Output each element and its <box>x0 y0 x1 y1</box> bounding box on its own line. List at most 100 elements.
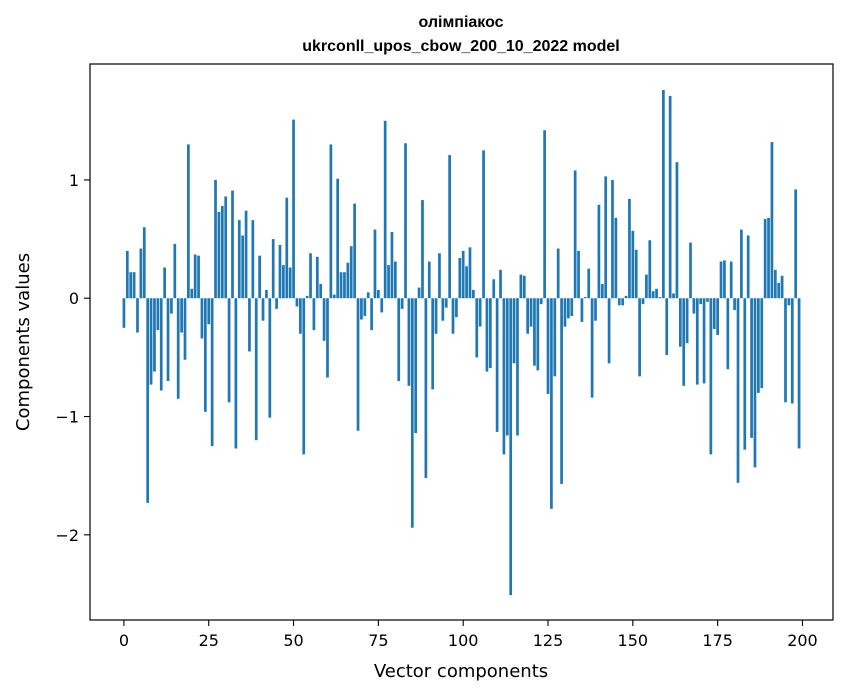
bar <box>539 298 543 305</box>
bar <box>522 275 526 299</box>
x-tick-label: 50 <box>283 631 303 650</box>
bar <box>709 298 713 455</box>
x-tick-label: 175 <box>702 631 733 650</box>
bar <box>465 266 468 299</box>
bar <box>336 178 340 299</box>
bar <box>773 269 777 299</box>
bar <box>139 248 143 299</box>
bar <box>726 298 730 370</box>
bar <box>706 298 709 302</box>
bar <box>675 162 679 299</box>
bar <box>302 298 306 455</box>
bar <box>590 298 594 398</box>
bar <box>200 298 204 339</box>
bar <box>163 267 166 299</box>
bar <box>298 298 302 334</box>
bar <box>197 255 200 299</box>
bar <box>248 298 251 352</box>
bar <box>770 142 774 299</box>
bar <box>353 203 356 299</box>
bar <box>628 198 631 299</box>
y-tick-label: 1 <box>69 171 79 190</box>
bar <box>220 205 224 299</box>
bar <box>309 253 312 299</box>
bar <box>784 298 787 403</box>
bar <box>156 298 160 331</box>
bar <box>488 298 492 369</box>
bar <box>529 298 533 327</box>
bar <box>207 298 211 325</box>
bar <box>343 272 346 299</box>
x-axis-ticks: 0 25 50 75 100 125 150 175 200 <box>119 620 818 650</box>
y-tick-label: −2 <box>55 526 79 545</box>
bar <box>265 289 268 299</box>
bar <box>533 298 536 366</box>
bar <box>763 218 767 299</box>
bar <box>495 298 499 432</box>
bar <box>366 292 370 299</box>
bar <box>193 254 197 299</box>
bar <box>780 275 784 299</box>
bar <box>210 298 214 447</box>
bar <box>373 229 377 299</box>
bar <box>461 250 465 299</box>
bar <box>234 298 238 449</box>
bar <box>360 298 363 320</box>
bar <box>746 235 750 299</box>
bar <box>254 298 258 441</box>
bar <box>292 119 295 299</box>
x-tick-label: 125 <box>533 631 564 650</box>
bar <box>702 298 706 384</box>
x-tick-label: 200 <box>787 631 818 650</box>
bar <box>567 298 570 319</box>
bar <box>553 298 557 377</box>
bar <box>329 144 333 299</box>
bar <box>326 298 329 378</box>
bar <box>621 298 625 306</box>
chart-subtitle: ukrconll_upos_cbow_200_10_2022 model <box>302 38 619 55</box>
bar <box>180 298 183 333</box>
bar <box>560 298 563 484</box>
bar <box>322 298 326 341</box>
bar <box>170 298 173 314</box>
bar <box>410 298 414 528</box>
bar-series <box>122 90 801 596</box>
bar <box>617 298 621 306</box>
bar <box>424 298 428 479</box>
bar <box>159 298 163 391</box>
bar <box>556 248 560 299</box>
bar <box>427 261 431 299</box>
bar <box>271 239 275 299</box>
bar <box>319 284 323 299</box>
bar <box>624 295 628 299</box>
bar <box>546 298 550 395</box>
bar <box>241 235 245 299</box>
bar <box>312 298 316 331</box>
bar <box>370 298 373 331</box>
bar <box>251 220 255 299</box>
bar <box>516 298 519 436</box>
bar <box>346 262 350 299</box>
bar <box>397 298 401 382</box>
bar <box>478 298 482 327</box>
bar <box>563 298 567 327</box>
bar <box>414 298 418 434</box>
y-tick-label: −1 <box>55 408 79 427</box>
bar <box>743 298 747 450</box>
bar <box>153 298 156 372</box>
bar <box>421 200 424 299</box>
bar <box>122 298 126 328</box>
bar <box>129 272 133 299</box>
bar <box>550 298 553 509</box>
x-tick-label: 150 <box>618 631 649 650</box>
bar <box>458 258 462 299</box>
bar <box>142 227 146 299</box>
bar <box>183 298 187 360</box>
bar <box>597 204 601 299</box>
bar <box>231 190 234 299</box>
bar <box>641 298 645 305</box>
bar <box>485 298 489 372</box>
bar <box>125 250 129 299</box>
x-tick-label: 100 <box>448 631 479 650</box>
